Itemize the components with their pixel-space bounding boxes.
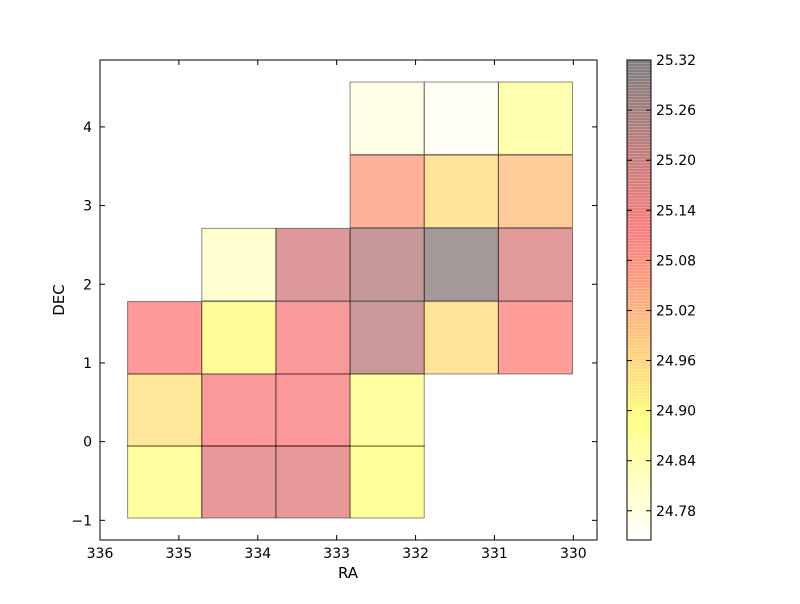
colorbar-tick-label-5: 25.08 (656, 253, 696, 269)
colorbar-tick-label-6: 25.14 (656, 203, 696, 219)
y-tick-label-0: −1 (71, 513, 92, 529)
y-tick-label-4: 3 (83, 199, 92, 215)
plot-area-frame (99, 59, 598, 541)
colorbar-tick-label-8: 25.26 (656, 103, 696, 119)
heatmap-cell-7 (275, 445, 351, 519)
heatmap-cell-14 (349, 227, 425, 302)
colorbar-tick-label-3: 24.96 (656, 354, 696, 370)
colorbar-tick-label-7: 25.20 (656, 153, 696, 169)
heatmap-cell-2 (127, 301, 203, 375)
heatmap-cell-15 (349, 154, 425, 229)
colorbar-gradient (627, 60, 651, 540)
colorbar-frame (626, 59, 652, 541)
heatmap-cell-17 (423, 301, 499, 375)
colorbar: 24.78 24.84 24.90 24.96 25.02 25.08 25.14 25.20… (626, 53, 696, 541)
y-tick-label-5: 4 (83, 120, 92, 136)
heatmap-cell-12 (349, 373, 425, 447)
heatmap-cell-18 (423, 227, 499, 302)
heatmap-cell-8 (275, 373, 351, 447)
heatmap-cell-3 (201, 445, 277, 519)
x-axis-ticks: 336 335 334 333 332 331 330 (87, 60, 587, 562)
heatmap-cell-20 (423, 81, 499, 155)
colorbar-tick-label-9: 25.32 (656, 53, 696, 69)
x-tick-label-0: 336 (87, 546, 114, 562)
colorbar-stripes (627, 61, 651, 540)
heatmap-cell-6 (201, 227, 277, 302)
heatmap-cell-24 (497, 81, 574, 155)
y-tick-label-1: 0 (83, 435, 92, 451)
colorbar-tick-label-1: 24.84 (656, 454, 696, 470)
x-tick-label-5: 331 (481, 546, 508, 562)
heatmap-cell-5 (201, 301, 277, 375)
heatmap-cell-13 (349, 301, 425, 375)
heatmap-cell-0 (127, 445, 203, 519)
x-tick-label-1: 335 (166, 546, 193, 562)
heatmap-cell-21 (497, 301, 574, 375)
heatmap-cell-16 (349, 81, 425, 155)
y-axis-label: DEC (50, 284, 68, 316)
heatmap-cells (127, 81, 574, 519)
y-tick-label-2: 1 (83, 356, 92, 372)
x-tick-label-2: 334 (244, 546, 271, 562)
heatmap-cell-11 (349, 445, 425, 519)
heatmap-cell-10 (275, 227, 351, 302)
x-tick-label-4: 332 (402, 546, 429, 562)
heatmap-cell-23 (497, 154, 574, 229)
heatmap-cell-19 (423, 154, 499, 229)
x-tick-label-6: 330 (560, 546, 587, 562)
heatmap-cell-22 (497, 227, 574, 302)
y-axis-ticks: −1 0 1 2 3 4 (71, 120, 597, 529)
y-tick-label-3: 2 (83, 277, 92, 293)
colorbar-ticks: 24.78 24.84 24.90 24.96 25.02 25.08 25.14 25.20… (627, 53, 696, 520)
x-axis-label: RA (338, 564, 359, 582)
colorbar-tick-label-4: 25.02 (656, 303, 696, 319)
colorbar-tick-label-2: 24.90 (656, 404, 696, 420)
heatmap-cell-1 (127, 373, 203, 447)
heatmap-cell-9 (275, 301, 351, 375)
heatmap-cell-4 (201, 373, 277, 447)
colorbar-tick-label-0: 24.78 (656, 504, 696, 520)
x-tick-label-3: 333 (323, 546, 350, 562)
